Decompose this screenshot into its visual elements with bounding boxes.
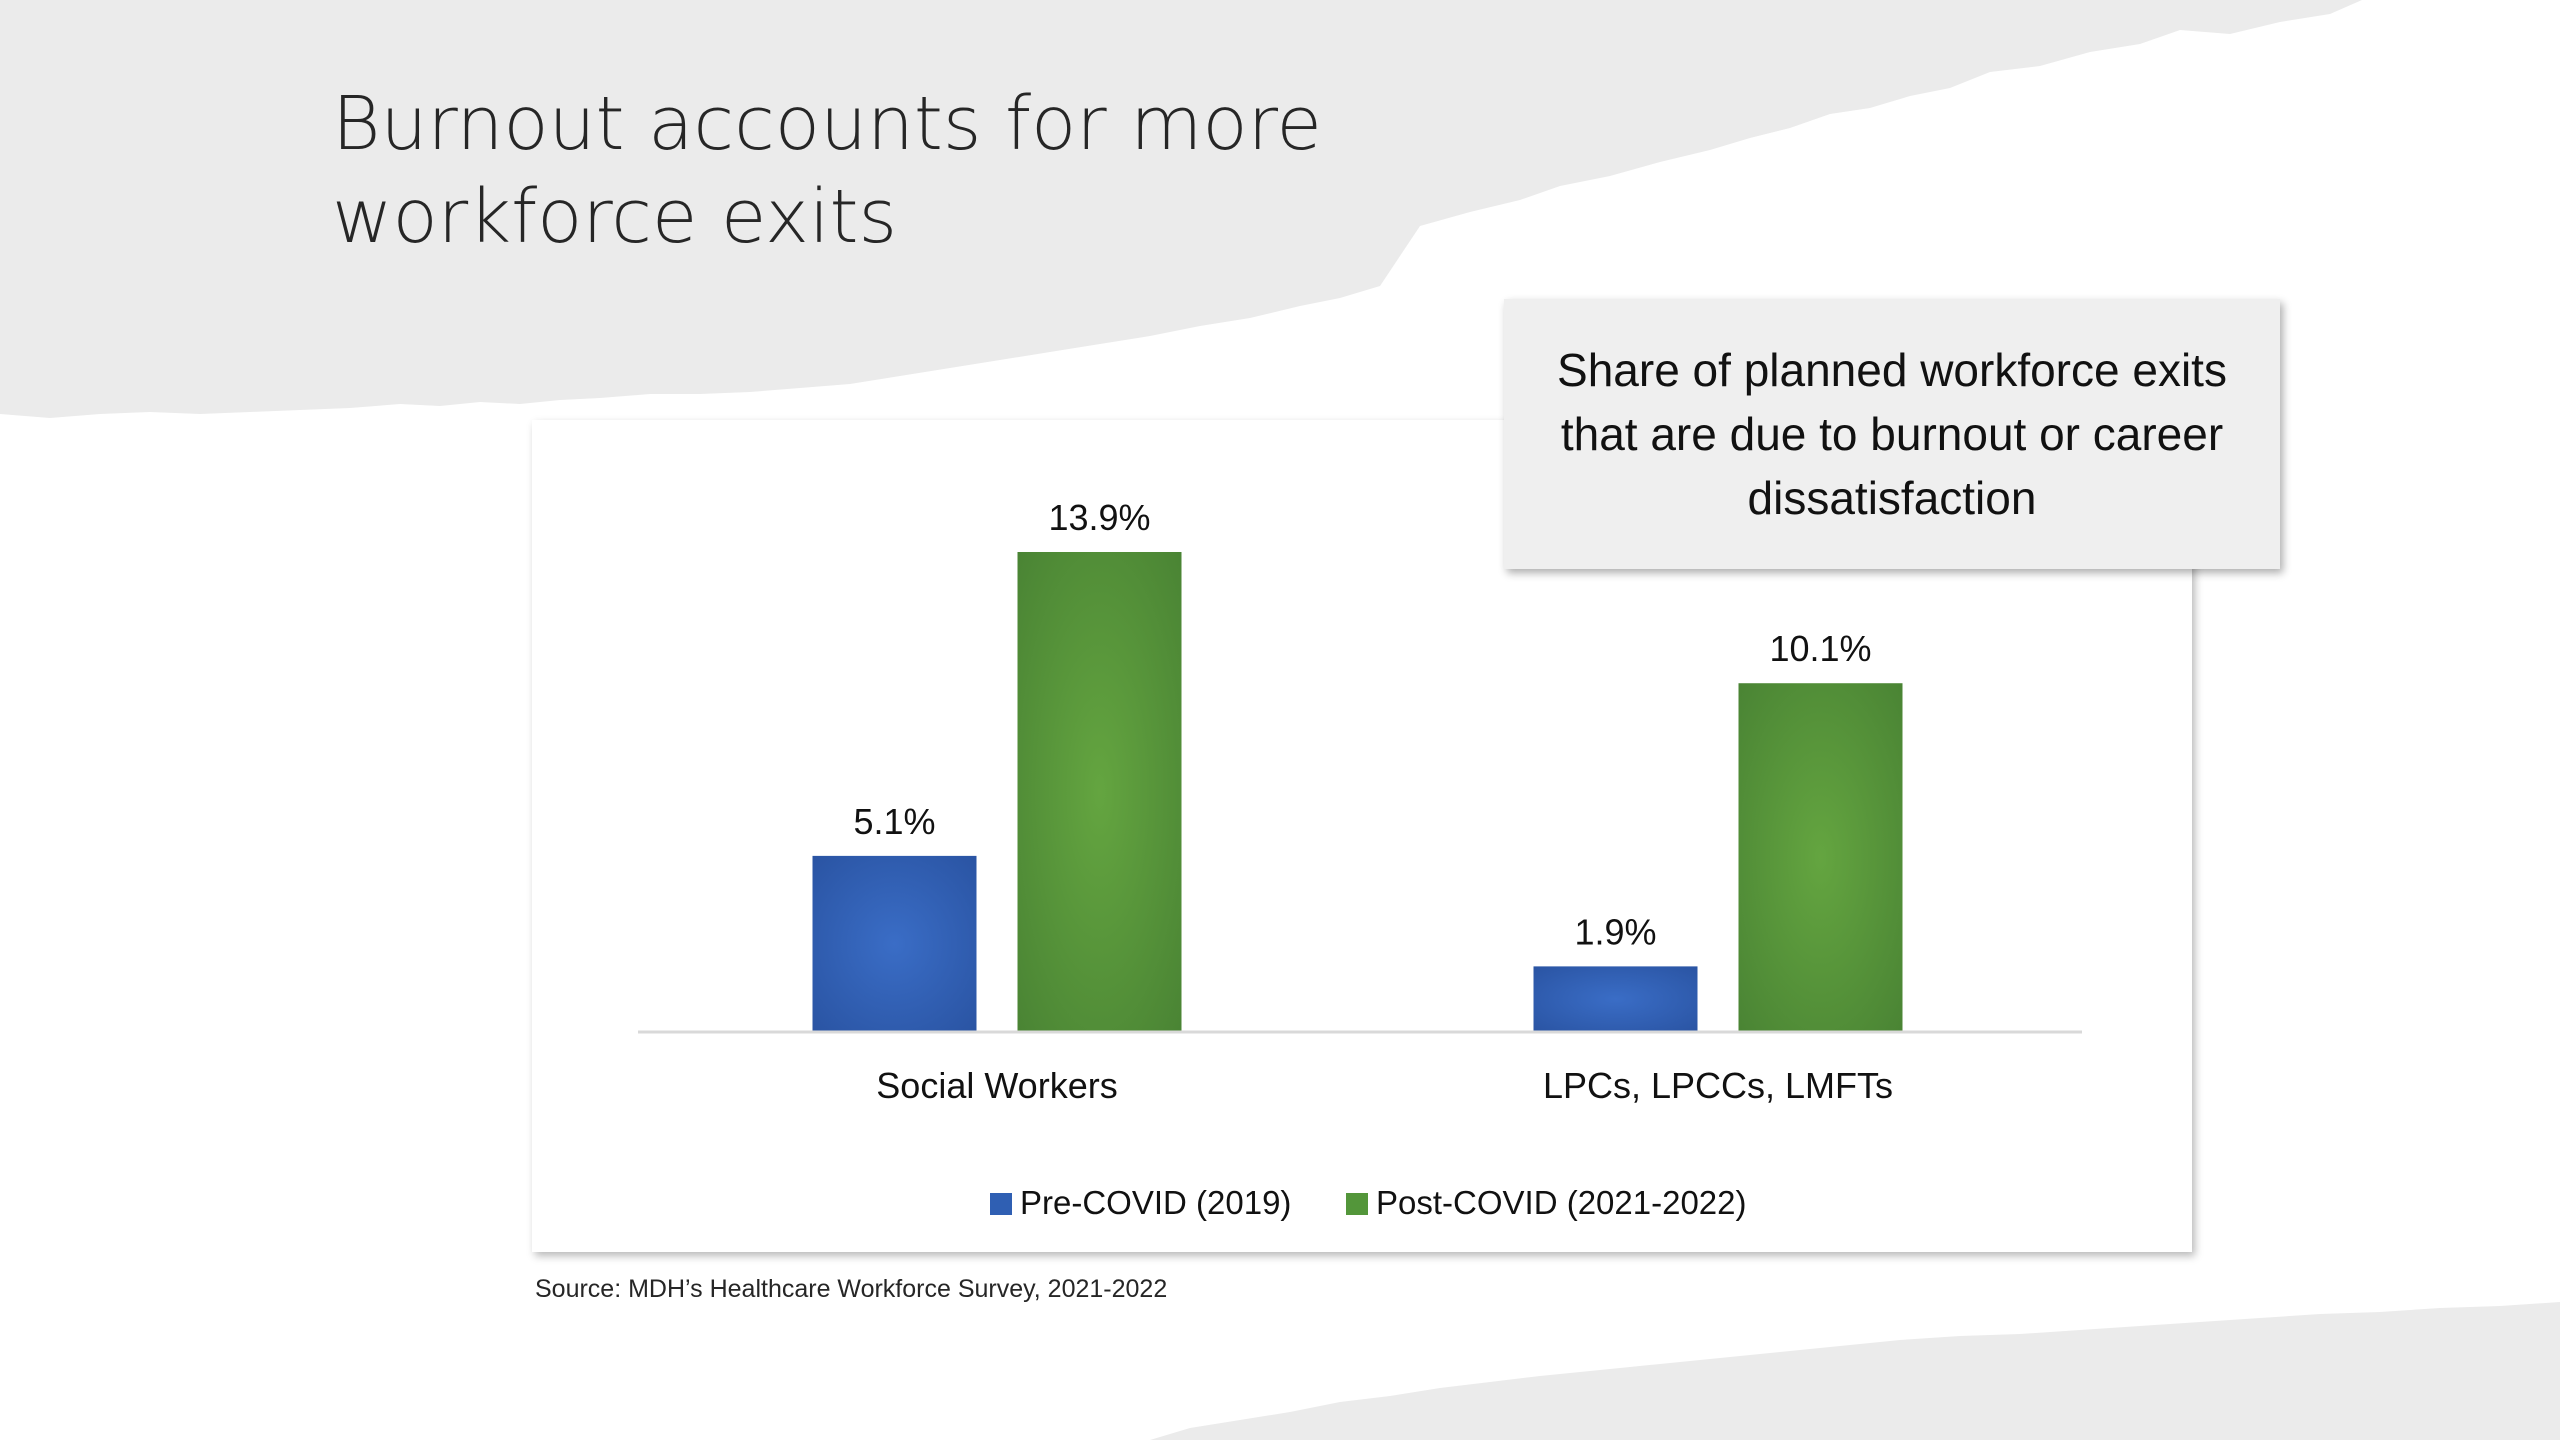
legend-swatch-pre-covid-2019 (990, 1193, 1012, 1215)
labels-layer: 5.1% 13.9% Social Workers 1.9% 10.1% LPCs, LP… (853, 497, 1893, 1106)
legend-label-post-covid-2021-2022: Post-COVID (2021-2022) (1376, 1184, 1747, 1221)
callout-text: Share of planned workforce exits that ar… (1557, 344, 2227, 524)
chart-legend: Pre-COVID (2019) Post-COVID (2021-2022) (990, 1184, 1747, 1221)
slide-title-line-2: workforce exits (332, 174, 898, 260)
legend-label-pre-covid-2019: Pre-COVID (2019) (1020, 1184, 1291, 1221)
torn-paper-band-top (0, 0, 2362, 418)
bar-lpcs-lpccs-lmfts-pre-covid-2019 (1533, 966, 1698, 1032)
torn-paper-band-bottom (1150, 1302, 2560, 1440)
chart-card: 5.1% 13.9% Social Workers 1.9% 10.1% LPCs, LP… (532, 420, 2192, 1252)
category-label-social-workers: Social Workers (876, 1065, 1117, 1106)
source-note: Source: MDH’s Healthcare Workforce Surve… (535, 1275, 1168, 1303)
slide-title: Burnout accounts for more workforce exit… (332, 78, 1632, 264)
data-label-social-workers-pre-covid-2019: 5.1% (853, 801, 935, 842)
bar-social-workers-post-covid-2021-2022 (1017, 552, 1182, 1032)
bar-chart: 5.1% 13.9% Social Workers 1.9% 10.1% LPCs, LP… (638, 497, 2082, 1221)
chart-callout-box: Share of planned workforce exits that ar… (1504, 299, 2280, 569)
slide-title-line-1: Burnout accounts for more (332, 81, 1322, 167)
category-label-lpcs-lpccs-lmfts: LPCs, LPCCs, LMFTs (1543, 1065, 1893, 1106)
legend-swatch-post-covid-2021-2022 (1346, 1193, 1368, 1215)
data-label-lpcs-lpccs-lmfts-post-covid-2021-2022: 10.1% (1769, 628, 1871, 669)
bars-layer (812, 552, 1903, 1032)
bar-lpcs-lpccs-lmfts-post-covid-2021-2022 (1738, 683, 1903, 1032)
bar-social-workers-pre-covid-2019 (812, 855, 977, 1032)
data-label-lpcs-lpccs-lmfts-pre-covid-2019: 1.9% (1574, 911, 1656, 952)
data-label-social-workers-post-covid-2021-2022: 13.9% (1048, 497, 1150, 538)
